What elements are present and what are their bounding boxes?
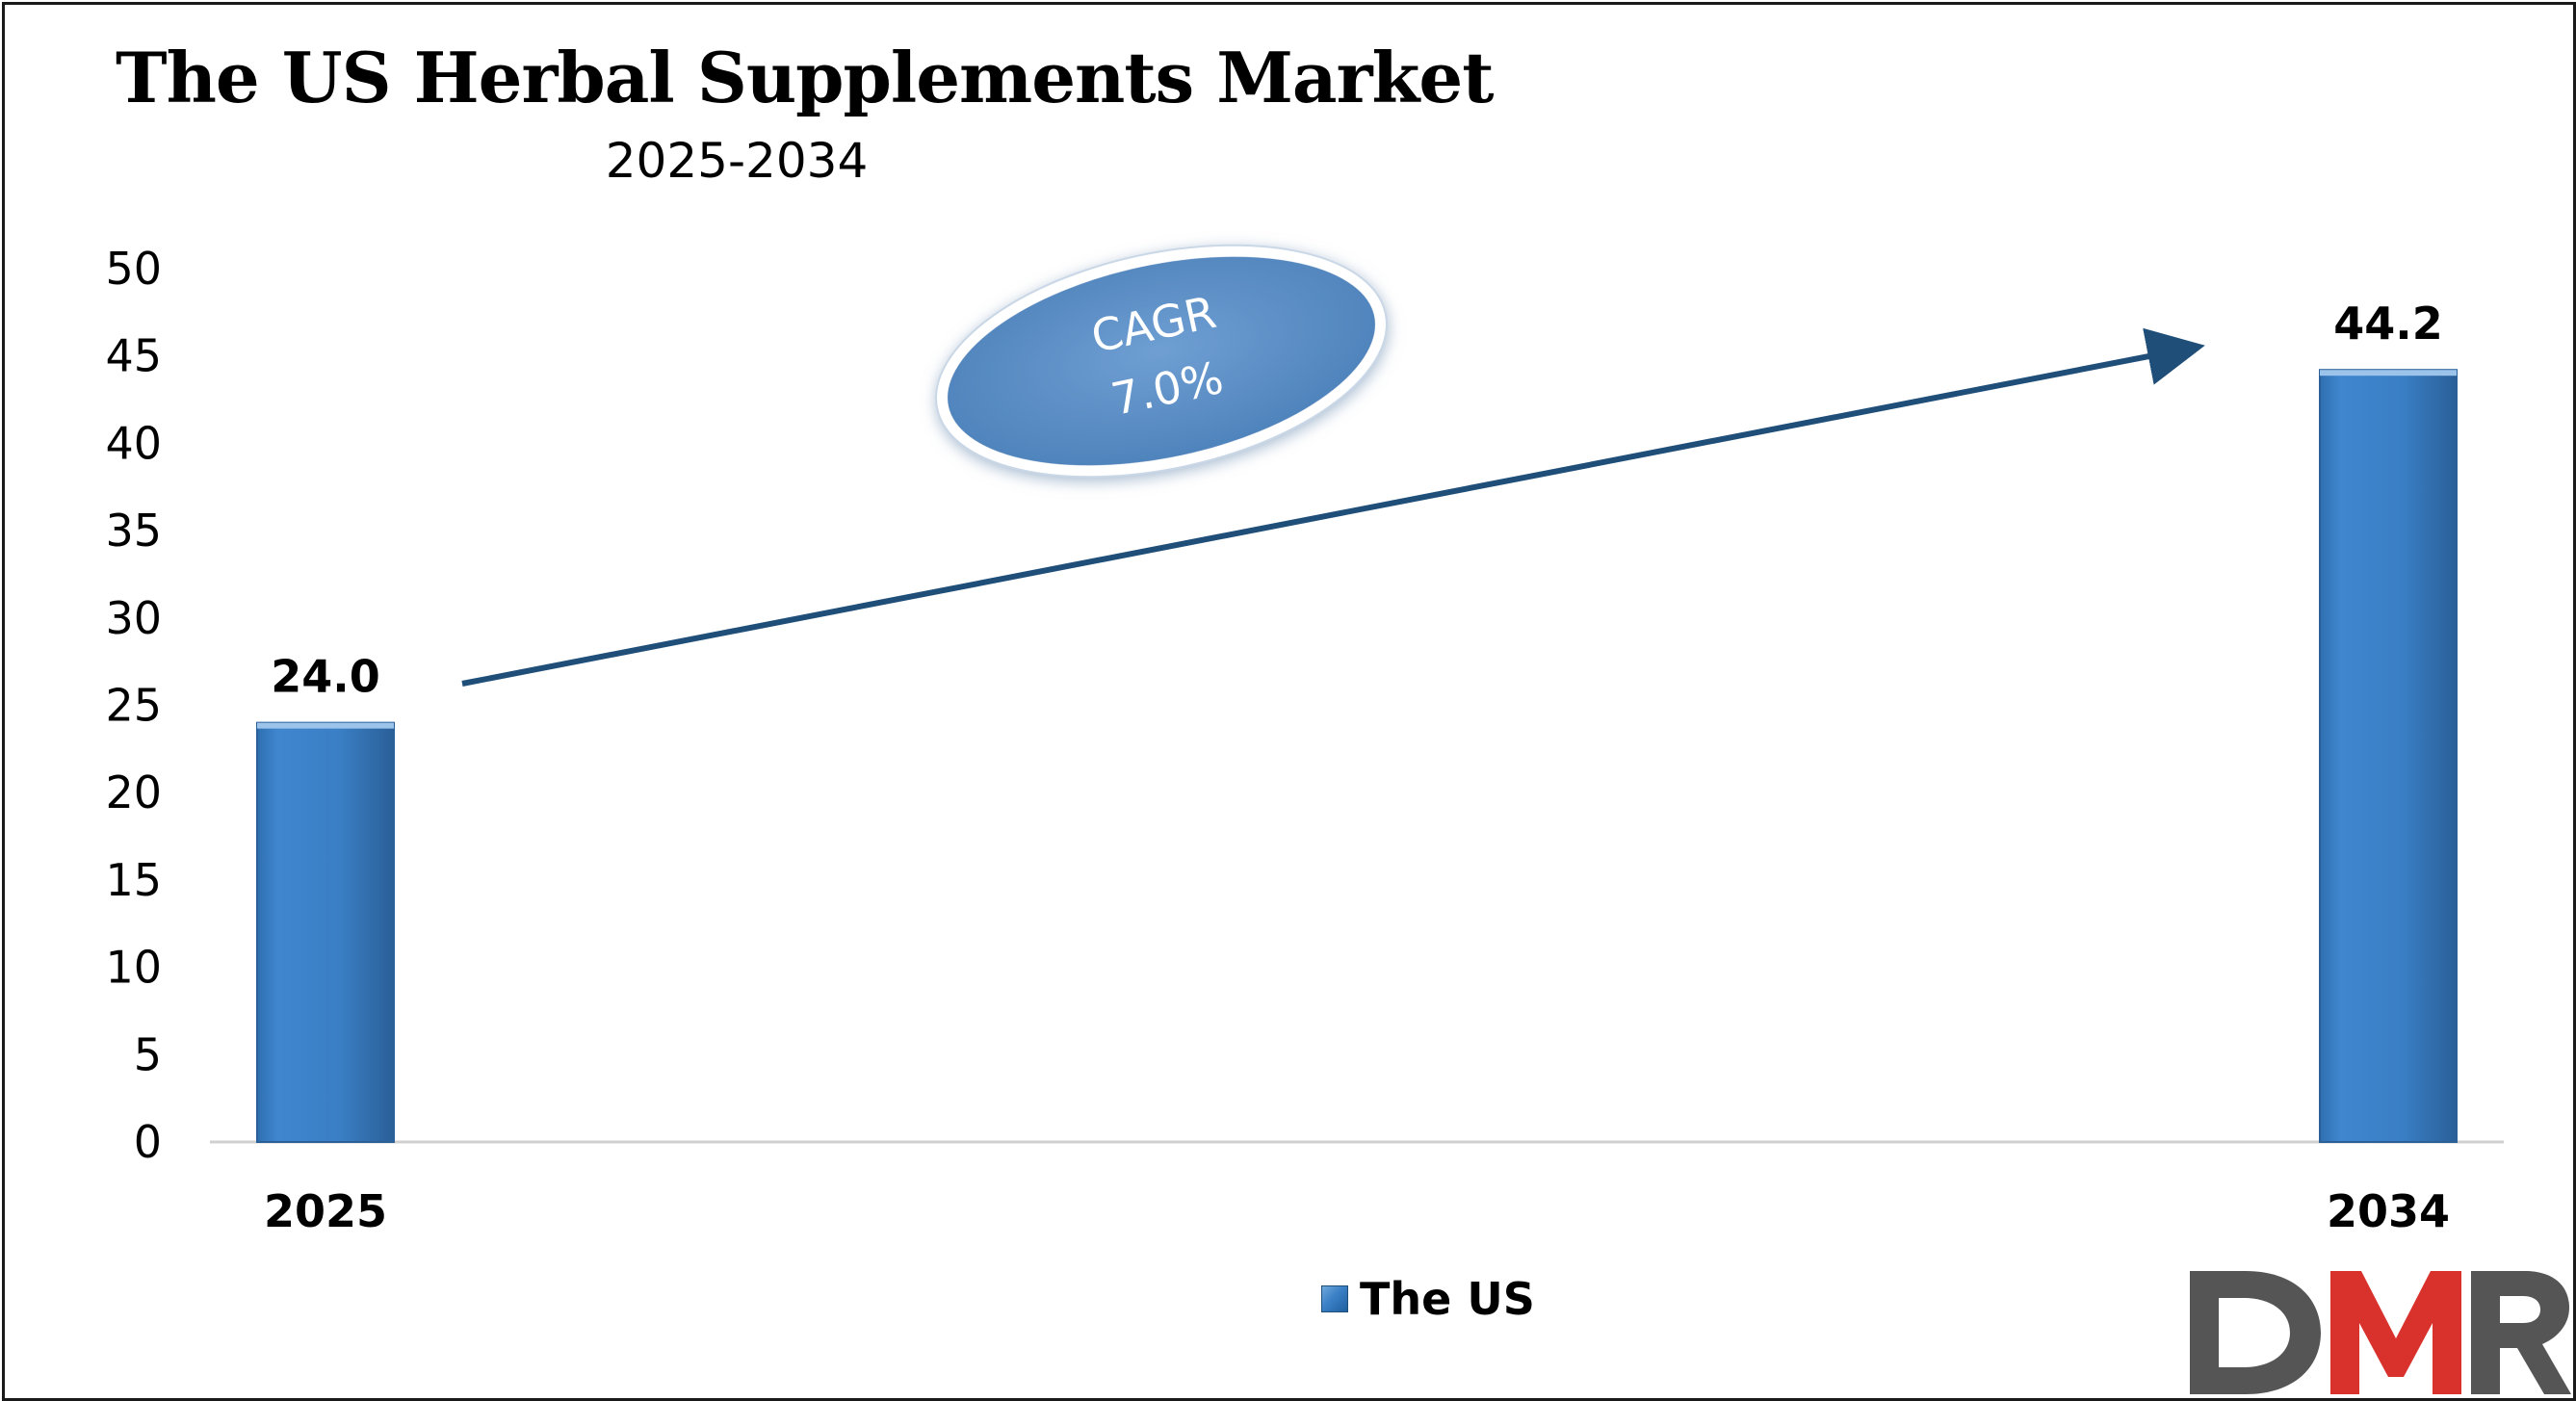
legend: The US [1321,1273,1535,1325]
y-axis-ticks: 0 5 10 15 20 25 30 35 40 45 50 [105,243,162,1168]
legend-label: The US [1360,1273,1535,1325]
y-tick-label: 0 [134,1116,162,1168]
y-tick-label: 45 [105,330,162,382]
y-tick-label: 25 [105,680,162,732]
chart-subtitle: 2025-2034 [605,133,869,189]
bar-top-highlight [257,722,394,729]
x-tick-label-2025: 2025 [264,1185,387,1237]
chart-title: The US Herbal Supplements Market [116,37,1494,118]
cagr-bubble: CAGR 7.0% [935,244,1388,479]
cagr-arrow [461,327,2205,687]
bars [256,369,2458,1144]
y-tick-label: 40 [105,417,162,469]
x-tick-label-2034: 2034 [2327,1185,2450,1237]
y-tick-label: 35 [105,505,162,557]
bar-2034 [2319,369,2458,1144]
y-tick-label: 20 [105,766,162,818]
bar-2025 [256,721,395,1143]
data-label-2034: 44.2 [2333,298,2443,350]
x-axis-ticks: 2025 2034 [264,1185,2450,1237]
dmr-logo [2190,1271,2571,1394]
y-tick-label: 5 [134,1028,162,1080]
y-tick-label: 50 [105,243,162,295]
y-tick-label: 30 [105,592,162,644]
y-tick-label: 15 [105,854,162,906]
bar-labels: 24.0 44.2 [271,298,2443,702]
bar-top-highlight [2320,370,2457,376]
y-tick-label: 10 [105,942,162,994]
data-label-2025: 24.0 [271,651,380,703]
legend-swatch [1321,1285,1348,1312]
